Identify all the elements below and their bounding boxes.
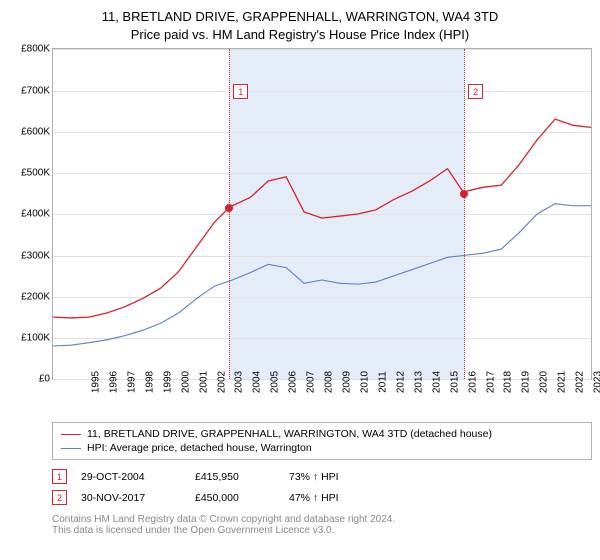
legend: 11, BRETLAND DRIVE, GRAPPENHALL, WARRING… xyxy=(52,422,592,460)
chart-title: 11, BRETLAND DRIVE, GRAPPENHALL, WARRING… xyxy=(8,8,592,44)
sale-row: 129-OCT-2004£415,95073% ↑ HPI xyxy=(52,466,592,487)
legend-item: HPI: Average price, detached house, Warr… xyxy=(61,441,583,455)
x-axis: 1995199619971998199920002001200220032004… xyxy=(96,380,592,420)
sale-row: 230-NOV-2017£450,00047% ↑ HPI xyxy=(52,487,592,508)
price-chart: £0£100K£200K£300K£400K£500K£600K£700K£80… xyxy=(52,48,592,380)
copyright-footer: Contains HM Land Registry data © Crown c… xyxy=(52,514,592,536)
sales-table: 129-OCT-2004£415,95073% ↑ HPI230-NOV-201… xyxy=(52,466,592,508)
legend-item: 11, BRETLAND DRIVE, GRAPPENHALL, WARRING… xyxy=(61,427,583,441)
